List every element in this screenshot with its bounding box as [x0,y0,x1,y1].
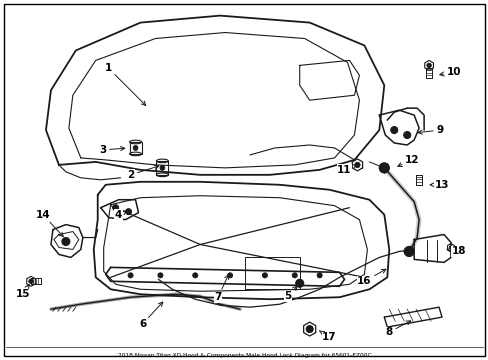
Text: 16: 16 [356,269,385,286]
Text: 10: 10 [439,67,460,77]
Circle shape [62,238,70,246]
Circle shape [448,246,452,249]
Text: 2: 2 [127,165,159,180]
Text: 2018 Nissan Titan XD Hood & Components Male Hood Lock Diagram for 65601-EZ00C: 2018 Nissan Titan XD Hood & Components M… [118,353,370,358]
Text: 6: 6 [139,302,163,329]
Text: 8: 8 [385,321,410,337]
Text: 1: 1 [105,63,145,105]
Circle shape [227,273,232,278]
Text: 15: 15 [16,285,30,299]
Text: 7: 7 [214,275,228,302]
Circle shape [297,281,301,285]
Text: 18: 18 [446,247,465,256]
Bar [156,161,168,175]
Circle shape [128,273,133,278]
Circle shape [379,163,388,173]
Bar [129,142,141,154]
Circle shape [354,162,359,167]
Circle shape [112,205,119,211]
Circle shape [192,273,197,278]
Circle shape [133,145,138,150]
Bar [244,257,299,289]
Text: 13: 13 [429,180,448,190]
Circle shape [158,273,163,278]
Circle shape [426,63,430,68]
Text: 12: 12 [397,155,419,167]
Circle shape [306,326,312,332]
Circle shape [295,279,303,287]
Circle shape [317,273,322,278]
Circle shape [262,273,267,278]
Text: 14: 14 [36,210,63,237]
Circle shape [390,127,397,134]
Circle shape [125,209,131,215]
Text: 4: 4 [115,210,127,220]
Circle shape [379,163,388,172]
Text: 11: 11 [337,165,356,175]
Circle shape [305,325,312,333]
Text: 17: 17 [319,331,336,342]
Circle shape [292,273,297,278]
Text: 3: 3 [99,145,124,155]
Circle shape [403,131,410,139]
Circle shape [29,279,33,284]
Text: 5: 5 [284,286,297,301]
Circle shape [160,166,164,170]
Circle shape [404,247,413,256]
Text: 9: 9 [417,125,443,135]
